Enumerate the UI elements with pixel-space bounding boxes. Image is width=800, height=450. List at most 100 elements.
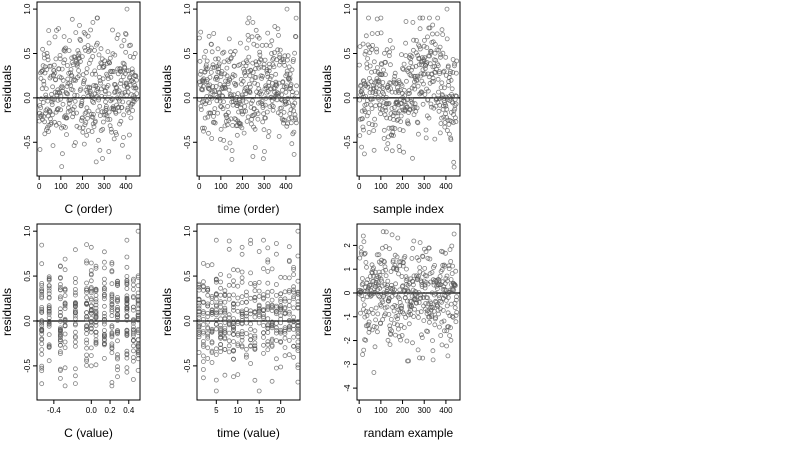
- data-point: [113, 110, 119, 116]
- y-axis-label: residuals: [320, 288, 334, 336]
- data-point: [269, 103, 275, 108]
- data-point: [48, 116, 53, 122]
- data-point: [410, 64, 416, 70]
- data-point: [226, 322, 232, 328]
- data-point: [436, 311, 441, 317]
- data-point: [415, 314, 421, 320]
- data-point: [102, 265, 107, 271]
- data-point: [417, 240, 423, 246]
- data-point: [253, 27, 259, 33]
- data-point: [447, 71, 453, 76]
- data-point: [255, 116, 261, 122]
- data-point: [235, 91, 241, 96]
- data-point: [252, 283, 258, 289]
- data-point: [444, 343, 450, 349]
- data-point: [385, 141, 391, 147]
- data-point: [256, 293, 262, 299]
- data-point: [71, 143, 77, 149]
- data-point: [102, 94, 108, 100]
- data-point: [409, 303, 415, 309]
- data-point: [273, 327, 279, 333]
- data-point: [69, 16, 75, 22]
- data-point: [88, 345, 94, 351]
- data-point: [437, 274, 443, 279]
- data-point: [269, 343, 275, 349]
- data-point: [200, 83, 206, 89]
- data-point: [401, 325, 407, 331]
- data-point: [264, 109, 270, 115]
- data-point: [283, 99, 288, 104]
- data-point: [273, 292, 279, 298]
- data-point: [411, 37, 417, 43]
- data-point: [135, 275, 140, 280]
- data-point: [115, 66, 121, 72]
- data-point: [363, 33, 369, 39]
- data-point: [133, 85, 139, 91]
- data-point: [385, 278, 391, 284]
- data-point: [226, 87, 232, 93]
- data-point: [261, 295, 266, 301]
- data-point: [429, 270, 435, 275]
- data-point: [231, 331, 236, 337]
- data-point: [218, 335, 224, 341]
- data-point: [399, 52, 404, 57]
- data-point: [215, 56, 221, 62]
- data-point: [252, 145, 258, 150]
- data-point: [386, 101, 392, 106]
- data-point: [205, 301, 211, 307]
- data-point: [213, 303, 219, 309]
- data-point: [292, 100, 298, 106]
- data-point: [376, 252, 382, 258]
- x-tick-label: 300: [418, 182, 432, 191]
- x-tick-label: 20: [276, 406, 285, 415]
- data-point: [261, 266, 266, 272]
- data-point: [205, 314, 211, 319]
- data-point: [60, 151, 65, 157]
- data-point: [295, 228, 300, 234]
- data-point: [433, 315, 439, 321]
- data-point: [84, 316, 89, 322]
- data-point: [454, 58, 460, 64]
- data-point: [282, 335, 288, 341]
- data-point: [265, 316, 271, 322]
- data-point: [200, 341, 206, 347]
- data-point: [131, 54, 136, 60]
- data-point: [242, 69, 248, 74]
- data-point: [357, 133, 363, 139]
- data-point: [389, 89, 395, 95]
- data-point: [84, 295, 89, 301]
- points-group: [37, 6, 140, 170]
- data-point: [360, 352, 366, 357]
- data-point: [235, 267, 241, 273]
- data-point: [115, 354, 120, 360]
- data-point: [361, 347, 367, 353]
- data-point: [422, 92, 428, 97]
- data-point: [265, 245, 271, 251]
- data-point: [104, 104, 109, 109]
- data-point: [293, 117, 299, 123]
- x-tick-label: 200: [236, 182, 250, 191]
- data-point: [276, 91, 282, 96]
- data-point: [42, 131, 48, 137]
- y-tick-label: 0.0: [183, 92, 192, 104]
- data-point: [88, 353, 94, 359]
- data-point: [438, 298, 443, 304]
- data-point: [93, 263, 99, 269]
- data-point: [270, 107, 276, 113]
- data-point: [363, 259, 369, 265]
- data-point: [282, 325, 288, 331]
- y-tick-label: 1: [343, 266, 352, 271]
- data-point: [124, 254, 130, 260]
- data-point: [96, 97, 101, 103]
- data-point: [252, 333, 258, 339]
- data-point: [109, 291, 115, 297]
- data-point: [248, 326, 254, 332]
- data-point: [451, 159, 457, 165]
- data-point: [398, 259, 404, 265]
- data-point: [365, 56, 371, 61]
- data-point: [452, 115, 458, 121]
- data-point: [93, 308, 99, 314]
- data-point: [383, 229, 389, 235]
- data-point: [226, 312, 232, 318]
- data-point: [256, 388, 262, 394]
